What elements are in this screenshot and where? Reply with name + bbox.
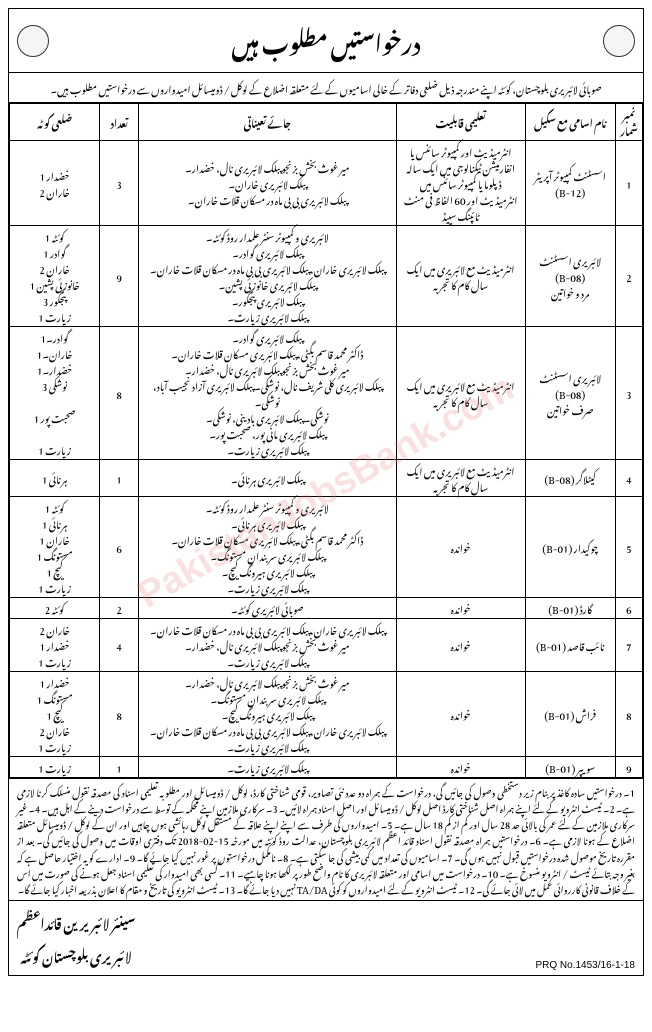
td-num: 5 — [615, 497, 642, 598]
td-edu: خوانده — [396, 497, 525, 598]
table-row: 2لائبریری اسسٹنٹ (B-08) مرد و خواتینانٹر… — [10, 226, 643, 327]
footer-ref: PRQ No.1453/16-1-18 — [535, 960, 635, 971]
td-num: 9 — [615, 757, 642, 778]
jobs-table: نمبر شمار نام اسامی مع سکیل تعلیمی قابلی… — [9, 103, 643, 778]
table-row: 9سویپر (B-01)خواندهپبلک لائبریری زیارت۔1… — [10, 757, 643, 778]
th-name: نام اسامی مع سکیل — [525, 104, 615, 141]
td-quota: کوئٹہ 1 گوادر 1 خاران 2 خانوزئی پشین 1 پ… — [10, 226, 100, 327]
th-num: نمبر شمار — [615, 104, 642, 141]
td-quota: زیارت 1 — [10, 757, 100, 778]
td-quota: کوئٹہ 1 ہرنائی 1 خاران 1 مستونگ 1 کیچ 1 … — [10, 497, 100, 598]
td-num: 8 — [615, 672, 642, 757]
td-edu: خوانده — [396, 757, 525, 778]
td-name: نائب قاصد (B-01) — [525, 619, 615, 672]
table-row: 7نائب قاصد (B-01)خواندهپبلک لائبریری خار… — [10, 619, 643, 672]
footer-sign-line2: لائبریری بلوچستان کوئٹہ — [17, 938, 135, 971]
table-row: 5چوکیدار (B-01)خواندهلائبریری و کمپیوٹر … — [10, 497, 643, 598]
td-name: اسسٹنٹ کمپیوٹر آپریٹر (B-12) — [525, 141, 615, 226]
th-quota: ضلعی کوٹہ — [10, 104, 100, 141]
td-place: پبلک لائبریری خاران، پبلک لائبریری بی بی… — [138, 619, 396, 672]
td-count: 1 — [100, 460, 139, 497]
td-count: 3 — [100, 141, 139, 226]
table-row: 4کیٹلاگر (B-08)انٹرمیڈیٹ مع لائبریری میں… — [10, 460, 643, 497]
td-name: چوکیدار (B-01) — [525, 497, 615, 598]
td-num: 4 — [615, 460, 642, 497]
td-num: 7 — [615, 619, 642, 672]
td-num: 3 — [615, 327, 642, 460]
td-count: 2 — [100, 598, 139, 619]
header-bar: درخواستیں مطلوب ہیں — [9, 9, 643, 73]
td-quota: خضدار 1 خاران 2 — [10, 141, 100, 226]
td-place: پبلک لائبریری ہرنائی۔ — [138, 460, 396, 497]
footer-bar: PRQ No.1453/16-1-18 سینئر لائبریرین قائد… — [9, 900, 643, 975]
td-edu: انٹرمیڈیٹ مع لائبریری میں ایک سال کام کا… — [396, 460, 525, 497]
td-place: پبلک لائبریری زیارت۔ — [138, 757, 396, 778]
notes-section: 1۔ درخواستیں سادہ کاغذ پر بنام زیر دستخط… — [9, 778, 643, 900]
footer-sign-line1: سینئر لائبریرین قائداعظم — [17, 905, 135, 938]
td-quota: خاران 2 خضدار 1 زیارت 1 — [10, 619, 100, 672]
td-count: 9 — [100, 226, 139, 327]
table-row: 1اسسٹنٹ کمپیوٹر آپریٹر (B-12)انٹرمیڈیٹ ا… — [10, 141, 643, 226]
td-edu: انٹرمیڈیٹ اور کمپیوٹر سائنس یا انفارمیشن… — [396, 141, 525, 226]
td-quota: گوادر۔1 خاران۔1 خضدار۔1 نوشکی 3 صحبت پور… — [10, 327, 100, 460]
td-num: 2 — [615, 226, 642, 327]
td-quota: خضدار 1 مستونگ 1 کیچ 1 خاران 2 زیارت 1 — [10, 672, 100, 757]
td-name: لائبریری اسسٹنٹ (B-08) صرف خواتین — [525, 327, 615, 460]
td-name: فراش (B-01) — [525, 672, 615, 757]
td-num: 1 — [615, 141, 642, 226]
logo-left — [603, 25, 635, 57]
td-place: میر غوث بخش بزنجو پبلک لائبریری نال، خضد… — [138, 141, 396, 226]
th-place: جائے تعیناتی — [138, 104, 396, 141]
th-edu: تعلیمی قابلیت — [396, 104, 525, 141]
td-name: سویپر (B-01) — [525, 757, 615, 778]
td-name: کیٹلاگر (B-08) — [525, 460, 615, 497]
td-edu: خوانده — [396, 598, 525, 619]
table-row: 8فراش (B-01)خواندهمیر غوث بخش بزنجو پبلک… — [10, 672, 643, 757]
subtitle-text: صوبائی لائبریری بلوچستان، کوئٹہ اپنے مند… — [9, 73, 643, 103]
td-edu: انٹرمیڈیٹ مع لائبریری میں ایک سال کام کا… — [396, 327, 525, 460]
td-count: 4 — [100, 619, 139, 672]
td-count: 8 — [100, 672, 139, 757]
table-header-row: نمبر شمار نام اسامی مع سکیل تعلیمی قابلی… — [10, 104, 643, 141]
page-title: درخواستیں مطلوب ہیں — [232, 13, 421, 68]
logo-right — [17, 25, 49, 57]
td-edu: انٹرمیڈیٹ مع لائبریری میں ایک سال کام کا… — [396, 226, 525, 327]
td-name: لائبریری اسسٹنٹ (B-08) مرد و خواتین — [525, 226, 615, 327]
td-count: 8 — [100, 327, 139, 460]
td-num: 6 — [615, 598, 642, 619]
td-count: 1 — [100, 757, 139, 778]
td-place: لائبریری و کمپیوٹر سنٹر علمدار روڈ کوئٹہ… — [138, 497, 396, 598]
td-place: لائبریری و کمپیوٹر سنٹر علمدار روڈ کوئٹہ… — [138, 226, 396, 327]
td-place: پبلک لائبریری گوادر۔ ڈاکٹر محمد قاسم بگٹ… — [138, 327, 396, 460]
td-name: گارڈ (B-01) — [525, 598, 615, 619]
td-quota: ہرنائی 1 — [10, 460, 100, 497]
document-container: درخواستیں مطلوب ہیں صوبائی لائبریری بلوچ… — [8, 8, 644, 976]
td-count: 6 — [100, 497, 139, 598]
td-edu: خوانده — [396, 619, 525, 672]
td-place: میر غوث بخش بزنجو پبلک لائبریری نال، خضد… — [138, 672, 396, 757]
table-row: 3لائبریری اسسٹنٹ (B-08) صرف خواتینانٹرمی… — [10, 327, 643, 460]
td-edu: خوانده — [396, 672, 525, 757]
th-count: تعداد — [100, 104, 139, 141]
